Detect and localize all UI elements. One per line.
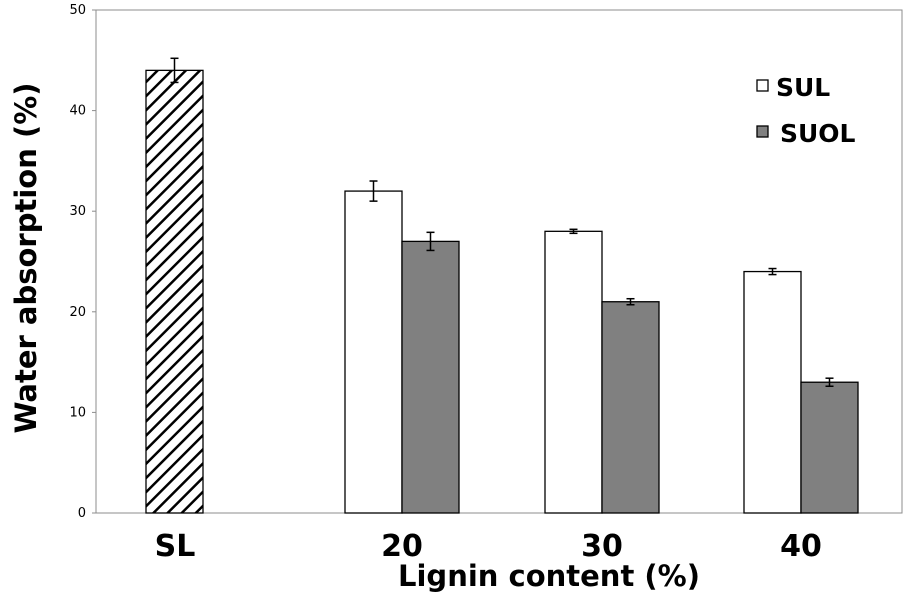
legend-swatch-sul bbox=[756, 79, 769, 92]
x-axis-categories: SL 20 30 40 bbox=[155, 529, 822, 564]
y-axis-ticks: 0 10 20 30 40 50 bbox=[69, 3, 96, 521]
bar-sl-sl bbox=[145, 69, 204, 514]
y-tick-label: 20 bbox=[69, 305, 86, 320]
x-category-label: 30 bbox=[581, 529, 623, 564]
x-category-label: 20 bbox=[381, 529, 423, 564]
x-category-label: SL bbox=[155, 529, 196, 564]
error-bar bbox=[426, 231, 435, 252]
error-bar bbox=[768, 267, 777, 276]
plot-area bbox=[95, 9, 903, 514]
bars-layer bbox=[145, 57, 859, 514]
error-bar bbox=[825, 377, 834, 387]
bar-suol-20 bbox=[401, 240, 460, 514]
bar-suol-40 bbox=[800, 381, 859, 514]
bar-sul-30 bbox=[544, 230, 603, 514]
y-tick-label: 40 bbox=[69, 104, 86, 119]
error-bar bbox=[170, 57, 179, 84]
x-category-label: 40 bbox=[780, 529, 822, 564]
legend-swatch-suol bbox=[756, 125, 769, 138]
bar-sul-40 bbox=[743, 270, 802, 514]
bar-sul-20 bbox=[344, 190, 403, 514]
legend-label-suol: SUOL bbox=[780, 119, 856, 148]
y-tick-label: 50 bbox=[69, 3, 86, 18]
legend: SUL SUOL bbox=[756, 73, 856, 148]
y-tick-label: 10 bbox=[69, 405, 86, 420]
y-tick-label: 0 bbox=[78, 506, 86, 521]
y-axis-title: Water absorption (%) bbox=[9, 82, 43, 433]
error-bar bbox=[626, 297, 635, 306]
legend-label-sul: SUL bbox=[776, 73, 830, 102]
error-bar bbox=[569, 228, 578, 235]
bar-suol-30 bbox=[601, 301, 660, 514]
x-axis-title: Lignin content (%) bbox=[398, 559, 700, 593]
y-tick-label: 30 bbox=[69, 204, 86, 219]
error-bar bbox=[369, 180, 378, 202]
